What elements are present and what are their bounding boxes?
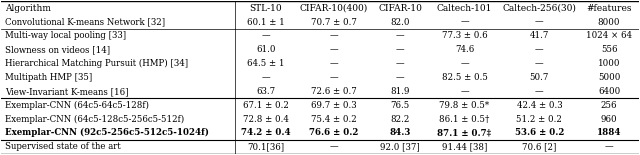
Text: —: — (535, 59, 544, 68)
Text: 76.5: 76.5 (390, 101, 410, 110)
Text: 69.7 ± 0.3: 69.7 ± 0.3 (311, 101, 356, 110)
Text: STL-10: STL-10 (250, 4, 282, 13)
Text: —: — (330, 59, 339, 68)
Text: 81.9: 81.9 (390, 87, 410, 96)
Text: 556: 556 (601, 45, 617, 54)
Text: 1024 × 64: 1024 × 64 (586, 31, 632, 40)
Text: Convolutional K-means Network [32]: Convolutional K-means Network [32] (5, 18, 165, 27)
Text: Exemplar-CNN (92c5-256c5-512c5-1024f): Exemplar-CNN (92c5-256c5-512c5-1024f) (5, 128, 209, 137)
Text: 64.5 ± 1: 64.5 ± 1 (247, 59, 285, 68)
Text: Exemplar-CNN (64c5-128c5-256c5-512f): Exemplar-CNN (64c5-128c5-256c5-512f) (5, 114, 184, 124)
Text: —: — (460, 18, 469, 27)
Text: 1884: 1884 (596, 128, 621, 137)
Text: 67.1 ± 0.2: 67.1 ± 0.2 (243, 101, 289, 110)
Text: —: — (396, 73, 404, 82)
Text: 84.3: 84.3 (389, 128, 411, 137)
Text: 70.6 [2]: 70.6 [2] (522, 142, 557, 151)
Text: —: — (460, 59, 469, 68)
Text: Supervised state of the art: Supervised state of the art (5, 142, 120, 151)
Text: 960: 960 (601, 115, 618, 124)
Text: 91.44 [38]: 91.44 [38] (442, 142, 487, 151)
Text: 5000: 5000 (598, 73, 620, 82)
Text: —: — (535, 18, 544, 27)
Text: Slowness on videos [14]: Slowness on videos [14] (5, 45, 110, 54)
Text: Exemplar-CNN (64c5-64c5-128f): Exemplar-CNN (64c5-64c5-128f) (5, 101, 149, 110)
Text: Multipath HMP [35]: Multipath HMP [35] (5, 73, 92, 82)
Text: 41.7: 41.7 (530, 31, 549, 40)
Text: Caltech-256(30): Caltech-256(30) (502, 4, 576, 13)
Text: —: — (535, 45, 544, 54)
Text: —: — (460, 87, 469, 96)
Text: —: — (535, 87, 544, 96)
Text: 6400: 6400 (598, 87, 620, 96)
Text: —: — (396, 31, 404, 40)
Text: 79.8 ± 0.5*: 79.8 ± 0.5* (440, 101, 490, 110)
Text: 61.0: 61.0 (256, 45, 276, 54)
Text: —: — (605, 142, 613, 151)
Text: 53.6 ± 0.2: 53.6 ± 0.2 (515, 128, 564, 137)
Text: 256: 256 (601, 101, 617, 110)
Text: 70.7 ± 0.7: 70.7 ± 0.7 (311, 18, 357, 27)
Text: —: — (330, 31, 339, 40)
Text: 75.4 ± 0.2: 75.4 ± 0.2 (311, 115, 357, 124)
Text: —: — (262, 73, 270, 82)
Text: 72.8 ± 0.4: 72.8 ± 0.4 (243, 115, 289, 124)
Text: —: — (396, 45, 404, 54)
Text: 72.6 ± 0.7: 72.6 ± 0.7 (311, 87, 357, 96)
Text: —: — (262, 31, 270, 40)
Text: Hierarchical Matching Pursuit (HMP) [34]: Hierarchical Matching Pursuit (HMP) [34] (5, 59, 188, 68)
Text: 86.1 ± 0.5†: 86.1 ± 0.5† (439, 115, 490, 124)
Text: Multi-way local pooling [33]: Multi-way local pooling [33] (5, 31, 126, 40)
Text: CIFAR-10: CIFAR-10 (378, 4, 422, 13)
Text: 74.2 ± 0.4: 74.2 ± 0.4 (241, 128, 291, 137)
Text: 74.6: 74.6 (455, 45, 474, 54)
Text: 77.3 ± 0.6: 77.3 ± 0.6 (442, 31, 487, 40)
Text: 42.4 ± 0.3: 42.4 ± 0.3 (516, 101, 562, 110)
Text: —: — (330, 45, 339, 54)
Text: 92.0 [37]: 92.0 [37] (380, 142, 420, 151)
Text: 70.1[36]: 70.1[36] (248, 142, 285, 151)
Text: 82.5 ± 0.5: 82.5 ± 0.5 (442, 73, 488, 82)
Text: #features: #features (586, 4, 632, 13)
Text: 87.1 ± 0.7‡: 87.1 ± 0.7‡ (438, 128, 492, 137)
Text: —: — (330, 73, 339, 82)
Text: 50.7: 50.7 (530, 73, 549, 82)
Text: —: — (330, 142, 339, 151)
Text: 63.7: 63.7 (257, 87, 276, 96)
Text: 60.1 ± 1: 60.1 ± 1 (247, 18, 285, 27)
Text: View-Invariant K-means [16]: View-Invariant K-means [16] (5, 87, 129, 96)
Text: 82.2: 82.2 (390, 115, 410, 124)
Text: 51.2 ± 0.2: 51.2 ± 0.2 (516, 115, 563, 124)
Text: —: — (396, 59, 404, 68)
Text: 76.6 ± 0.2: 76.6 ± 0.2 (309, 128, 358, 137)
Text: Caltech-101: Caltech-101 (437, 4, 492, 13)
Text: 1000: 1000 (598, 59, 620, 68)
Text: CIFAR-10(400): CIFAR-10(400) (300, 4, 368, 13)
Text: Algorithm: Algorithm (5, 4, 51, 13)
Text: 82.0: 82.0 (390, 18, 410, 27)
Text: 8000: 8000 (598, 18, 620, 27)
